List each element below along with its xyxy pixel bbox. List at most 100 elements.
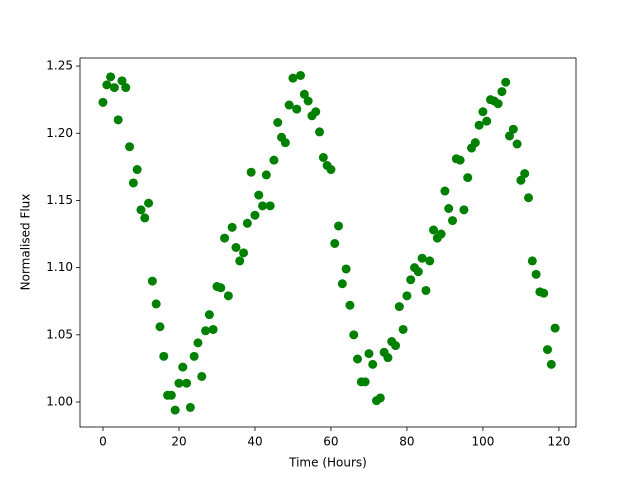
- point: [125, 142, 135, 152]
- point: [296, 70, 306, 80]
- point: [368, 359, 378, 369]
- point: [204, 310, 214, 320]
- point: [520, 169, 530, 179]
- point: [482, 116, 492, 126]
- point: [136, 205, 146, 215]
- point: [227, 222, 237, 232]
- y-tick-label: 1.20: [46, 126, 73, 140]
- y-tick-label: 1.15: [46, 193, 73, 207]
- point: [334, 221, 344, 231]
- point: [299, 89, 309, 99]
- point: [546, 359, 556, 369]
- point: [550, 323, 560, 333]
- point: [216, 283, 226, 293]
- point: [497, 87, 507, 97]
- point: [178, 362, 188, 372]
- x-tick-label: 100: [471, 435, 494, 449]
- point: [505, 131, 515, 141]
- x-axis-label: Time (Hours): [288, 456, 367, 470]
- point: [223, 291, 233, 301]
- x-tick-label: 0: [99, 435, 107, 449]
- point: [189, 351, 199, 361]
- point: [326, 165, 336, 175]
- point: [318, 152, 328, 162]
- y-tick-label: 1.00: [46, 395, 73, 409]
- point: [421, 285, 431, 295]
- point: [201, 326, 211, 336]
- point: [155, 322, 165, 332]
- x-tick-label: 20: [171, 435, 186, 449]
- point: [261, 170, 271, 180]
- point: [269, 155, 279, 165]
- point: [360, 377, 370, 387]
- point: [182, 378, 192, 388]
- point: [459, 205, 469, 215]
- point: [102, 80, 112, 90]
- point: [117, 76, 127, 86]
- point: [197, 371, 207, 381]
- point: [98, 97, 108, 107]
- point: [265, 201, 275, 211]
- y-tick-label: 1.25: [46, 59, 73, 73]
- point: [539, 288, 549, 298]
- point: [174, 378, 184, 388]
- point: [220, 233, 230, 243]
- point: [144, 198, 154, 208]
- point: [185, 402, 195, 412]
- point: [398, 324, 408, 334]
- point: [254, 190, 264, 200]
- point: [349, 330, 359, 340]
- point: [493, 99, 503, 109]
- point: [288, 73, 298, 83]
- point: [436, 229, 446, 239]
- point: [235, 256, 245, 266]
- point: [417, 253, 427, 263]
- y-tick-label: 1.05: [46, 327, 73, 341]
- y-tick-label: 1.10: [46, 260, 73, 274]
- point: [448, 216, 458, 226]
- point: [128, 178, 138, 188]
- point: [402, 291, 412, 301]
- point: [315, 127, 325, 137]
- point: [512, 139, 522, 149]
- point: [231, 242, 241, 252]
- point: [311, 107, 321, 117]
- point: [543, 345, 553, 355]
- point: [121, 83, 131, 93]
- point: [444, 204, 454, 214]
- point: [440, 186, 450, 196]
- point: [341, 264, 351, 274]
- point: [113, 115, 123, 125]
- point: [337, 279, 347, 289]
- point: [345, 300, 355, 310]
- point: [292, 104, 302, 114]
- x-tick-label: 80: [399, 435, 414, 449]
- point: [151, 299, 161, 309]
- point: [132, 165, 142, 175]
- point: [140, 213, 150, 223]
- point: [170, 405, 180, 415]
- point: [193, 338, 203, 348]
- x-tick-label: 60: [323, 435, 338, 449]
- point: [425, 256, 435, 266]
- point: [239, 248, 249, 258]
- point: [166, 390, 176, 400]
- point: [524, 193, 534, 203]
- point: [406, 275, 416, 285]
- point: [463, 173, 473, 183]
- point: [508, 124, 518, 134]
- point: [284, 100, 294, 110]
- point: [109, 83, 119, 93]
- point: [429, 225, 439, 235]
- point: [391, 341, 401, 351]
- point: [478, 107, 488, 117]
- y-axis-label: Normalised Flux: [19, 194, 33, 291]
- point: [413, 267, 423, 277]
- point: [106, 72, 116, 82]
- point: [353, 354, 363, 364]
- point: [303, 96, 313, 106]
- point: [280, 138, 290, 148]
- x-tick-label: 120: [547, 435, 570, 449]
- point: [531, 269, 541, 279]
- point: [242, 218, 252, 228]
